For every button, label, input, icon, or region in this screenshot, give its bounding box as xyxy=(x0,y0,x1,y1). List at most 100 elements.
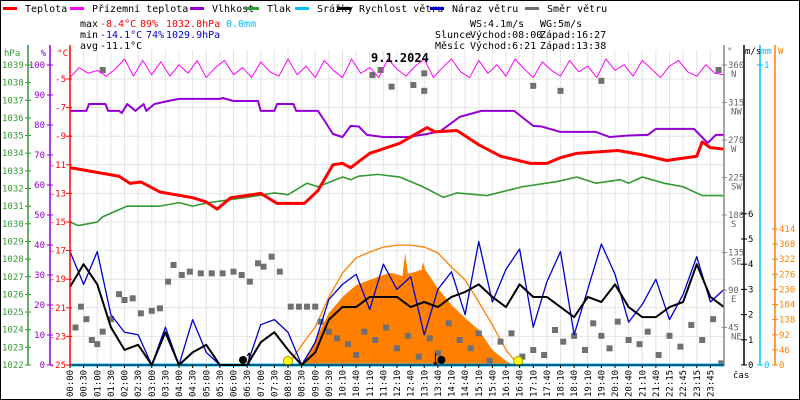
compass-label: S xyxy=(731,220,736,230)
sunset-time: Západ:16:27 xyxy=(540,29,606,41)
solar-tick-label: 184 xyxy=(779,301,795,311)
legend: Teplota Přízemní teplota Vlhkost Tlak Srážky… xyxy=(3,3,607,15)
stat-wind-speed: WS:4.1m/s xyxy=(470,19,524,30)
sunrise-time: Východ:08:00 xyxy=(470,29,542,41)
wind-direction-point xyxy=(107,316,114,323)
direction-tick-label: 45 xyxy=(728,324,739,334)
solar-tick-label: 138 xyxy=(779,316,795,326)
wind-direction-point xyxy=(560,338,567,345)
moonrise-time: Východ:6:21 xyxy=(470,40,536,52)
humidity-tick-label: 30 xyxy=(34,271,45,281)
x-tick-label: 21:10 xyxy=(638,370,648,397)
x-tick-label: 19:10 xyxy=(584,370,594,397)
solar-tick-label: 92 xyxy=(779,331,790,341)
humidity-tick-label: 0 xyxy=(40,361,45,371)
legend-label: Teplota xyxy=(25,4,67,15)
pressure-tick-label: 1035 xyxy=(2,132,24,142)
stat-min-temp: -14.1°C xyxy=(100,30,142,41)
temperature-tick-label: -25 xyxy=(50,361,66,371)
x-tick-label: 14:40 xyxy=(461,370,471,397)
x-tick-label: 18:40 xyxy=(570,370,580,397)
x-tick-label: 13:10 xyxy=(420,370,430,397)
direction-tick-label: 315 xyxy=(728,99,744,109)
x-tick-label: 10:40 xyxy=(352,370,362,397)
pressure-tick-label: 1026 xyxy=(2,290,24,300)
apparent-temperature-line xyxy=(69,58,725,79)
x-tick-label: 07:30 xyxy=(270,370,280,397)
x-tick-label: 11:10 xyxy=(366,370,376,397)
humidity-tick-label: 80 xyxy=(34,121,45,131)
stat-min-humidity: 74% xyxy=(146,30,164,41)
wind-direction-point xyxy=(388,83,395,90)
solar-tick-label: 368 xyxy=(779,240,795,250)
wind-direction-point xyxy=(116,291,123,298)
wind-direction-point xyxy=(434,350,441,357)
x-tick-label: 05:00 xyxy=(202,370,212,397)
direction-tick-label: 135 xyxy=(728,249,744,259)
wind-direction-point xyxy=(170,262,177,268)
x-tick-label: 08:30 xyxy=(298,370,308,397)
x-tick-label: 07:00 xyxy=(257,370,267,397)
humidity-tick-label: 40 xyxy=(34,241,45,251)
wind-direction-point xyxy=(530,347,537,353)
x-tick-label: 01:30 xyxy=(107,370,117,397)
x-tick-label: 02:30 xyxy=(134,370,144,397)
wind-direction-point xyxy=(77,303,84,310)
x-tick-label: 11:40 xyxy=(379,370,389,397)
compass-label: NE xyxy=(731,333,742,343)
stat-max-temp: -8.4°C xyxy=(100,19,136,30)
pressure-tick-label: 1028 xyxy=(2,255,24,265)
legend-swatch-4 xyxy=(295,7,309,10)
x-tick-label: 17:40 xyxy=(543,370,553,397)
humidity-tick-label: 90 xyxy=(34,91,45,101)
wind-direction-point xyxy=(383,324,390,331)
wind-direction-point xyxy=(404,332,411,339)
wind-direction-point xyxy=(99,328,106,335)
chart-title: 9.1.2024 xyxy=(371,51,429,65)
stat-avg-temp: -11.1°C xyxy=(100,41,142,52)
wind-direction-point xyxy=(625,337,632,343)
temperature-tick-label: -23 xyxy=(50,332,66,342)
temperature-tick-label: -9 xyxy=(55,132,66,142)
wind-direction-point xyxy=(304,303,311,310)
wind-tick-label: 0 xyxy=(748,361,753,371)
x-tick-label: 00:30 xyxy=(80,370,90,397)
x-tick-label: 23:15 xyxy=(693,370,703,397)
pressure-tick-label: 1025 xyxy=(2,308,24,318)
x-tick-label: 00:00 xyxy=(66,370,76,397)
wind-direction-point xyxy=(614,318,621,325)
wind-direction-point xyxy=(129,295,136,302)
x-tick-label: 22:15 xyxy=(666,370,676,397)
legend-label: Vlhkost xyxy=(212,4,254,15)
wind-direction-point xyxy=(557,87,564,94)
wind-direction-point xyxy=(208,270,215,277)
wind-direction-point xyxy=(255,260,262,267)
wind-direction-point xyxy=(699,337,706,343)
pressure-tick-label: 1023 xyxy=(2,343,24,353)
legend-label: Rychlost větru xyxy=(359,3,443,15)
legend-label: Srážky xyxy=(317,3,353,15)
pressure-unit-label: hPa xyxy=(4,49,20,59)
x-tick-label: 03:00 xyxy=(148,370,158,397)
wind-direction-point xyxy=(325,328,332,335)
pressure-tick-label: 1030 xyxy=(2,220,24,230)
solar-tick-label: 414 xyxy=(779,225,795,235)
legend-swatch-5 xyxy=(337,7,351,10)
wind-direction-point xyxy=(334,335,341,342)
legend-label: Tlak xyxy=(267,4,291,15)
wind-direction-point xyxy=(353,352,360,358)
moonset-time: Západ:13:38 xyxy=(540,40,606,52)
legend-swatch-1 xyxy=(70,7,84,10)
wind-direction-point xyxy=(467,345,474,352)
wind-direction-point xyxy=(582,347,589,353)
pressure-tick-label: 1033 xyxy=(2,167,24,177)
moon-label: Měsíc xyxy=(435,40,465,52)
x-tick-label: 15:10 xyxy=(475,370,485,397)
direction-tick-label: 225 xyxy=(728,174,744,184)
wind-direction-point xyxy=(148,307,155,314)
humidity-tick-label: 60 xyxy=(34,181,45,191)
x-tick-label: 06:30 xyxy=(243,370,253,397)
x-tick-label: 09:30 xyxy=(325,370,335,397)
pressure-tick-label: 1024 xyxy=(2,326,24,336)
